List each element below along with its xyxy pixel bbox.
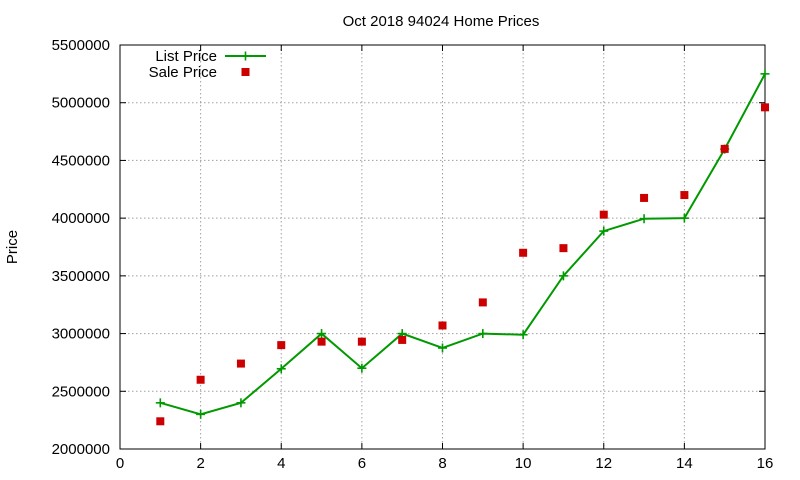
list-price-point — [679, 213, 689, 223]
legend-label-sale-price: Sale Price — [149, 64, 217, 81]
x-tick-label: 16 — [757, 455, 774, 472]
sale-price-point — [519, 248, 528, 257]
list-price-point — [317, 329, 327, 339]
list-price-point — [236, 398, 246, 408]
sale-price-point — [599, 210, 608, 219]
x-tick-label: 10 — [515, 455, 532, 472]
y-axis-label: Price — [4, 230, 21, 264]
list-price-point — [558, 271, 568, 281]
x-tick-label: 14 — [676, 455, 693, 472]
sale-price-point — [438, 321, 447, 330]
sale-price-point — [317, 337, 326, 346]
legend-marker-list-price — [241, 51, 250, 61]
x-tick-label: 6 — [358, 455, 366, 472]
sale-price-point — [680, 191, 689, 200]
axes: 0 2 4 6 8 10 12 14 16 2000000 2500000 3000000 350000… — [52, 37, 774, 472]
list-price-point — [599, 226, 609, 236]
y-tick-label: 3000000 — [52, 326, 110, 343]
y-tick-label: 4000000 — [52, 210, 110, 227]
sale-price-point — [761, 103, 769, 112]
y-tick-label: 5500000 — [52, 37, 110, 54]
y-tick-label: 3500000 — [52, 268, 110, 285]
x-tick-label: 2 — [196, 455, 204, 472]
list-price-point — [478, 329, 488, 339]
legend-marker-sale-price — [241, 68, 250, 76]
sale-price-point — [156, 417, 165, 426]
chart-title: Oct 2018 94024 Home Prices — [343, 13, 540, 30]
sale-price-point — [196, 375, 205, 384]
list-price-point — [155, 398, 165, 408]
sale-price-point — [277, 341, 286, 350]
list-price-point — [639, 214, 649, 224]
grid — [120, 45, 765, 449]
sale-price-point — [357, 337, 366, 346]
y-tick-label: 4500000 — [52, 152, 110, 169]
list-price-line — [160, 73, 766, 416]
x-tick-label: 8 — [438, 455, 446, 472]
sale-price-point — [640, 193, 649, 202]
y-tick-label: 5000000 — [52, 95, 110, 112]
y-tick-label: 2500000 — [52, 383, 110, 400]
list-price-point — [196, 409, 206, 419]
list-price-point — [760, 69, 770, 79]
x-tick-label: 12 — [595, 455, 612, 472]
list-price-point — [357, 363, 367, 373]
list-price-point — [518, 330, 528, 340]
sale-price-point — [720, 144, 729, 153]
sale-price-point — [398, 335, 407, 344]
y-tick-label: 2000000 — [52, 441, 110, 458]
sale-price-point — [236, 359, 245, 368]
list-price-point — [276, 364, 286, 374]
legend-label-list-price: List Price — [155, 48, 217, 65]
x-tick-label: 4 — [277, 455, 285, 472]
list-price-point — [438, 343, 447, 353]
sale-price-point — [478, 298, 487, 307]
plot-area — [155, 69, 770, 426]
sale-price-point — [559, 244, 568, 253]
x-tick-label: 0 — [116, 455, 124, 472]
